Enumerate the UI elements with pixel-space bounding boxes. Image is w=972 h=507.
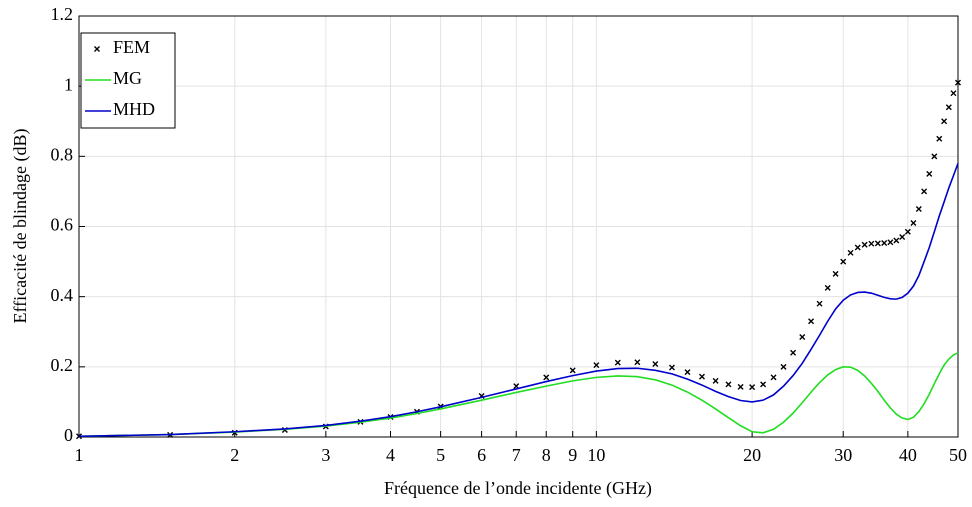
marker [936,135,943,142]
marker [840,258,847,265]
y-tick-label: 0.4 [51,285,74,305]
legend-label: MHD [113,99,155,119]
marker [593,362,600,369]
marker [945,104,952,111]
marker [543,374,550,381]
x-tick-label: 50 [949,445,967,465]
marker [725,381,732,388]
x-tick-label: 1 [75,445,84,465]
marker [861,241,868,248]
plot-frame [78,15,959,438]
marker [893,237,900,244]
marker [874,240,881,247]
y-tick-label: 0 [64,425,73,445]
marker [899,234,906,241]
y-tick-label: 0.2 [51,355,74,375]
marker [790,349,797,356]
marker [926,170,933,177]
y-axis-label: Efficacité de blindage (dB) [10,128,31,323]
x-tick-label: 6 [477,445,486,465]
x-tick-label: 2 [230,445,239,465]
marker [808,318,815,325]
marker [950,90,957,97]
marker [614,359,621,366]
marker [684,369,691,376]
marker [887,239,894,246]
legend-label: FEM [113,37,150,57]
marker [749,384,756,391]
x-tick-label: 7 [512,445,521,465]
marker [737,383,744,390]
marker [652,361,659,368]
marker [799,334,806,341]
marker [921,188,928,195]
marker [770,374,777,381]
x-axis-label: Fréquence de l’onde incidente (GHz) [384,478,652,499]
series-line [78,163,959,438]
series-line [78,352,959,438]
legend-marker [94,46,100,52]
marker [931,153,938,160]
legend-label: MG [113,68,142,88]
x-tick-label: 8 [542,445,551,465]
marker [881,239,888,246]
y-tick-label: 1 [64,74,73,94]
x-tick-label: 5 [436,445,445,465]
marker [847,249,854,256]
marker [955,79,961,86]
x-tick-label: 4 [386,445,395,465]
marker [816,300,823,307]
marker [941,118,948,125]
x-tick-label: 30 [834,445,852,465]
x-tick-label: 9 [568,445,577,465]
marker [854,244,861,251]
x-tick-label: 10 [587,445,605,465]
x-tick-label: 3 [321,445,330,465]
y-tick-label: 0.8 [51,144,74,164]
y-tick-label: 1.2 [51,4,74,24]
marker [634,359,641,366]
marker [832,270,839,277]
marker [698,373,705,380]
marker [915,205,922,212]
marker [824,284,831,291]
marker [868,240,875,247]
x-tick-label: 40 [899,445,917,465]
y-tick-label: 0.6 [51,215,74,235]
marker [712,377,719,384]
marker [569,367,576,374]
x-tick-label: 20 [743,445,761,465]
marker [780,363,787,370]
marker [760,381,767,388]
marker [910,219,917,226]
marker [904,228,911,235]
marker [668,364,675,371]
